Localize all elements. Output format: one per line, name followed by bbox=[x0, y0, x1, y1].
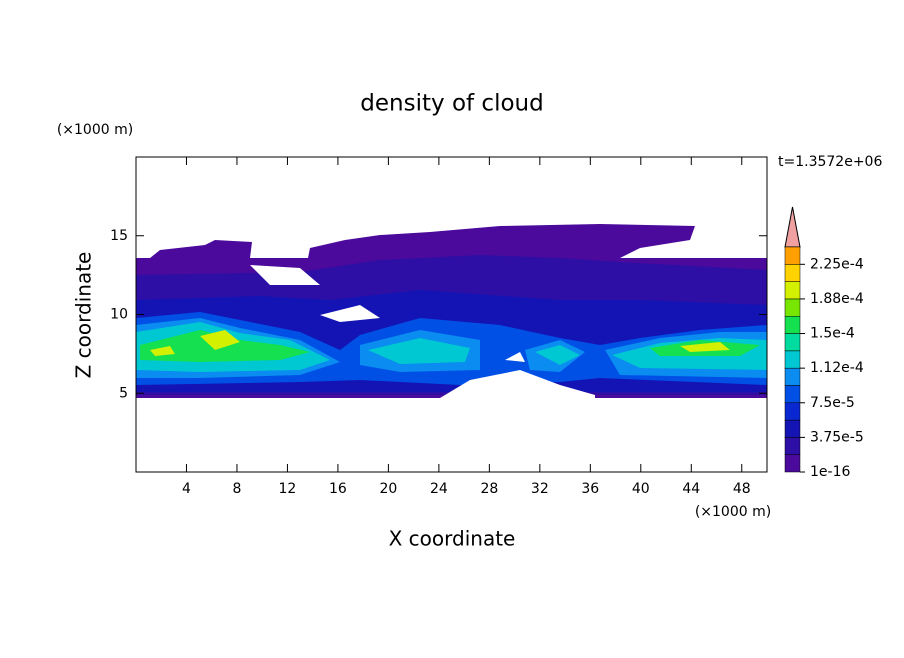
y-tick-label: 5 bbox=[119, 385, 128, 401]
x-tick-label: 32 bbox=[531, 481, 549, 497]
x-unit: (×1000 m) bbox=[695, 504, 771, 520]
y-tick-label: 10 bbox=[110, 307, 128, 323]
colorbar-box bbox=[784, 350, 801, 369]
colorbar-box bbox=[784, 264, 801, 282]
colorbar-box bbox=[784, 367, 801, 386]
x-tick-label: 28 bbox=[480, 481, 498, 497]
colorbar-tick-label: 3.75e-5 bbox=[810, 429, 864, 445]
colorbar-box bbox=[784, 315, 801, 334]
colorbar-box bbox=[784, 454, 801, 473]
x-tick-label: 20 bbox=[379, 481, 397, 497]
x-tick-label: 36 bbox=[581, 481, 599, 497]
x-tick-label: 48 bbox=[733, 481, 751, 497]
colorbar-tick-label: 2.25e-4 bbox=[810, 256, 864, 272]
cloud-gap bbox=[250, 265, 595, 398]
colorbar-tick-label: 7.5e-5 bbox=[810, 395, 855, 411]
x-axis-label: X coordinate bbox=[389, 527, 516, 551]
y-axis-label: Z coordinate bbox=[72, 252, 96, 379]
contour-field bbox=[136, 224, 767, 398]
colorbar-tick-label: 1e-16 bbox=[810, 464, 850, 480]
x-tick-label: 16 bbox=[329, 481, 347, 497]
x-tick-label: 4 bbox=[182, 481, 191, 497]
cloud-layer-6 bbox=[136, 322, 767, 372]
time-annotation: t=1.3572e+06 bbox=[778, 154, 882, 170]
x-tick-label: 12 bbox=[279, 481, 297, 497]
colorbar-box bbox=[784, 281, 801, 300]
x-tick-label: 44 bbox=[682, 481, 700, 497]
y-tick-label: 15 bbox=[110, 228, 128, 244]
x-tick-label: 24 bbox=[430, 481, 448, 497]
x-tick-label: 8 bbox=[232, 481, 241, 497]
colorbar-box bbox=[784, 333, 801, 352]
colorbar-tick-label: 1.5e-4 bbox=[810, 326, 855, 342]
y-unit: (×1000 m) bbox=[57, 122, 133, 138]
colorbar-box bbox=[784, 419, 801, 438]
colorbar-tick-label: 1.88e-4 bbox=[810, 291, 864, 307]
colorbar-box bbox=[784, 246, 801, 265]
colorbar-tick-label: 1.12e-4 bbox=[810, 360, 864, 376]
colorbar-box bbox=[784, 402, 801, 421]
x-tick-label: 40 bbox=[632, 481, 650, 497]
colorbar-box bbox=[784, 385, 801, 404]
cloud-layer-7 bbox=[140, 330, 760, 362]
colorbar-box bbox=[784, 298, 801, 317]
colorbar-box bbox=[784, 437, 801, 455]
chart-title: density of cloud bbox=[360, 91, 543, 117]
colorbar-extend bbox=[784, 206, 801, 248]
